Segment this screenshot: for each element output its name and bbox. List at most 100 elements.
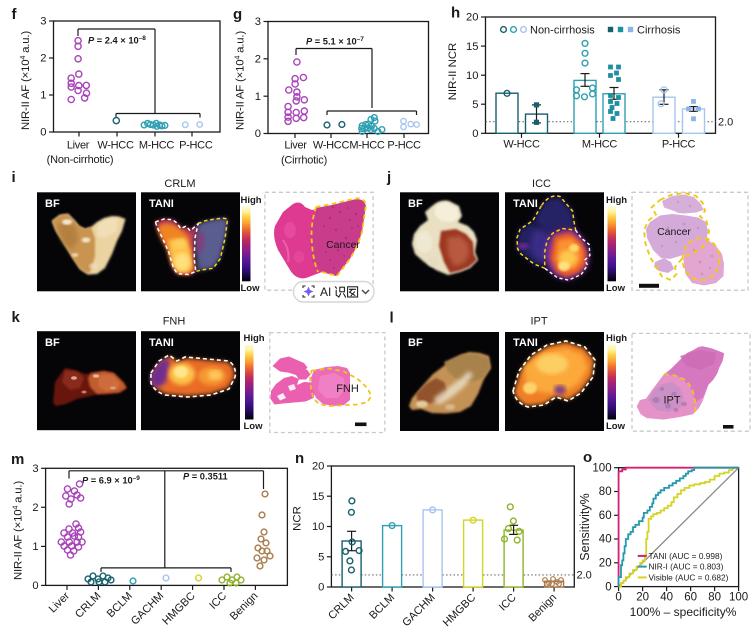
svg-text:80: 80 bbox=[708, 592, 721, 604]
svg-text:80: 80 bbox=[599, 486, 612, 498]
svg-text:Liver: Liver bbox=[67, 140, 90, 152]
svg-text:0: 0 bbox=[605, 581, 611, 593]
svg-text:W-HCC: W-HCC bbox=[503, 139, 540, 151]
svg-text:TANI: TANI bbox=[513, 337, 538, 349]
svg-text:3: 3 bbox=[32, 463, 38, 475]
svg-text:P-HCC: P-HCC bbox=[387, 140, 421, 152]
svg-text:20: 20 bbox=[636, 592, 649, 604]
svg-text:GACHM: GACHM bbox=[129, 590, 166, 627]
svg-text:(Non-cirrhotic): (Non-cirrhotic) bbox=[47, 154, 114, 166]
svg-text:2.0: 2.0 bbox=[718, 117, 733, 129]
svg-text:FNH: FNH bbox=[336, 383, 359, 395]
svg-text:HMGBC: HMGBC bbox=[160, 590, 197, 627]
svg-text:n: n bbox=[295, 450, 304, 467]
svg-text:ICC: ICC bbox=[497, 592, 519, 614]
svg-text:Cancer: Cancer bbox=[657, 226, 691, 238]
svg-text:P-HCC: P-HCC bbox=[179, 140, 213, 152]
svg-text:h: h bbox=[451, 5, 460, 22]
svg-text:TANI (AUC = 0.998): TANI (AUC = 0.998) bbox=[649, 551, 723, 561]
svg-text:20: 20 bbox=[466, 12, 478, 24]
svg-text:60: 60 bbox=[599, 510, 612, 522]
svg-text:20: 20 bbox=[312, 461, 324, 473]
svg-text:FNH: FNH bbox=[163, 316, 186, 328]
svg-text:0: 0 bbox=[318, 582, 324, 594]
svg-text:10: 10 bbox=[312, 521, 324, 533]
svg-text:f: f bbox=[12, 6, 18, 23]
svg-text:15: 15 bbox=[312, 491, 324, 503]
svg-text:TANI: TANI bbox=[149, 198, 174, 210]
svg-text:AI: AI bbox=[320, 285, 331, 299]
svg-text:Liver: Liver bbox=[284, 140, 307, 152]
svg-text:40: 40 bbox=[599, 534, 612, 546]
svg-text:P-HCC: P-HCC bbox=[662, 139, 696, 151]
svg-text:100: 100 bbox=[592, 462, 611, 474]
svg-text:0: 0 bbox=[255, 128, 261, 140]
svg-text:i: i bbox=[12, 169, 16, 186]
svg-text:m: m bbox=[11, 451, 24, 468]
svg-text:Sensitivity%: Sensitivity% bbox=[578, 493, 592, 560]
svg-text:P = 2.4 × 10–8: P = 2.4 × 10–8 bbox=[88, 35, 146, 46]
svg-text:Low: Low bbox=[606, 421, 626, 432]
svg-text:20: 20 bbox=[599, 558, 612, 570]
svg-text:2: 2 bbox=[32, 502, 38, 514]
svg-text:Liver: Liver bbox=[47, 590, 73, 616]
svg-text:2.0: 2.0 bbox=[577, 570, 592, 582]
svg-text:Low: Low bbox=[606, 283, 626, 294]
svg-text:CRLM: CRLM bbox=[73, 590, 104, 621]
svg-text:BCLM: BCLM bbox=[105, 590, 135, 620]
svg-text:High: High bbox=[606, 333, 627, 344]
svg-text:Low: Low bbox=[244, 421, 264, 432]
svg-text:P = 6.9 × 10–9: P = 6.9 × 10–9 bbox=[82, 475, 140, 486]
svg-text:High: High bbox=[241, 195, 262, 206]
svg-text:GACHM: GACHM bbox=[400, 592, 437, 629]
svg-text:Visible (AUC = 0.682): Visible (AUC = 0.682) bbox=[649, 572, 729, 582]
svg-text:IPT: IPT bbox=[663, 395, 680, 407]
svg-text:M-HCC: M-HCC bbox=[139, 140, 175, 152]
svg-text:ICC: ICC bbox=[532, 178, 551, 190]
svg-text:BF: BF bbox=[45, 198, 60, 210]
svg-text:10: 10 bbox=[466, 70, 478, 82]
svg-text:Cirrhosis: Cirrhosis bbox=[637, 24, 681, 36]
svg-text:3: 3 bbox=[40, 16, 46, 28]
svg-text:5: 5 bbox=[472, 99, 478, 111]
svg-text:1: 1 bbox=[40, 90, 46, 102]
svg-text:M-HCC: M-HCC bbox=[582, 139, 618, 151]
svg-text:3: 3 bbox=[255, 16, 261, 28]
svg-text:l: l bbox=[390, 310, 394, 327]
svg-text:Low: Low bbox=[241, 283, 261, 294]
svg-text:0: 0 bbox=[615, 592, 621, 604]
svg-text:BF: BF bbox=[45, 337, 60, 349]
svg-text:CRLM: CRLM bbox=[164, 178, 195, 190]
svg-text:0: 0 bbox=[472, 128, 478, 140]
svg-text:High: High bbox=[606, 195, 627, 206]
svg-text:IPT: IPT bbox=[530, 316, 547, 328]
svg-text:TANI: TANI bbox=[513, 198, 538, 210]
svg-text:ICC: ICC bbox=[207, 590, 229, 612]
svg-text:Cancer: Cancer bbox=[326, 239, 360, 251]
svg-text:j: j bbox=[386, 169, 391, 186]
svg-text:NIR-II NCR: NIR-II NCR bbox=[447, 43, 459, 101]
svg-text:Benign: Benign bbox=[527, 592, 560, 625]
svg-text:BF: BF bbox=[408, 337, 423, 349]
svg-text:NIR-II AF (×104 a.u.): NIR-II AF (×104 a.u.) bbox=[233, 31, 247, 130]
svg-text:g: g bbox=[233, 6, 242, 23]
svg-text:(Cirrhotic): (Cirrhotic) bbox=[281, 155, 327, 167]
svg-text:NIR-I (AUC = 0.803): NIR-I (AUC = 0.803) bbox=[649, 562, 724, 572]
svg-text:P = 0.3511: P = 0.3511 bbox=[183, 472, 228, 482]
svg-text:NIR-II AF (×104 a.u.): NIR-II AF (×104 a.u.) bbox=[18, 31, 32, 130]
svg-text:100: 100 bbox=[729, 592, 748, 604]
svg-text:Benign: Benign bbox=[228, 590, 261, 623]
svg-text:M-HCC: M-HCC bbox=[349, 140, 385, 152]
svg-text:NIR-II AF (×104 a.u.): NIR-II AF (×104 a.u.) bbox=[11, 481, 25, 580]
svg-text:1: 1 bbox=[32, 541, 38, 553]
svg-text:TANI: TANI bbox=[149, 337, 174, 349]
svg-text:W-HCC: W-HCC bbox=[313, 140, 350, 152]
svg-text:W-HCC: W-HCC bbox=[97, 140, 134, 152]
svg-text:15: 15 bbox=[466, 41, 478, 53]
svg-text:High: High bbox=[244, 333, 265, 344]
svg-text:P = 5.1 × 10–7: P = 5.1 × 10–7 bbox=[306, 36, 364, 47]
svg-text:2: 2 bbox=[40, 53, 46, 65]
svg-text:1: 1 bbox=[255, 91, 261, 103]
svg-text:HMGBC: HMGBC bbox=[441, 592, 478, 629]
svg-text:0: 0 bbox=[40, 127, 46, 139]
